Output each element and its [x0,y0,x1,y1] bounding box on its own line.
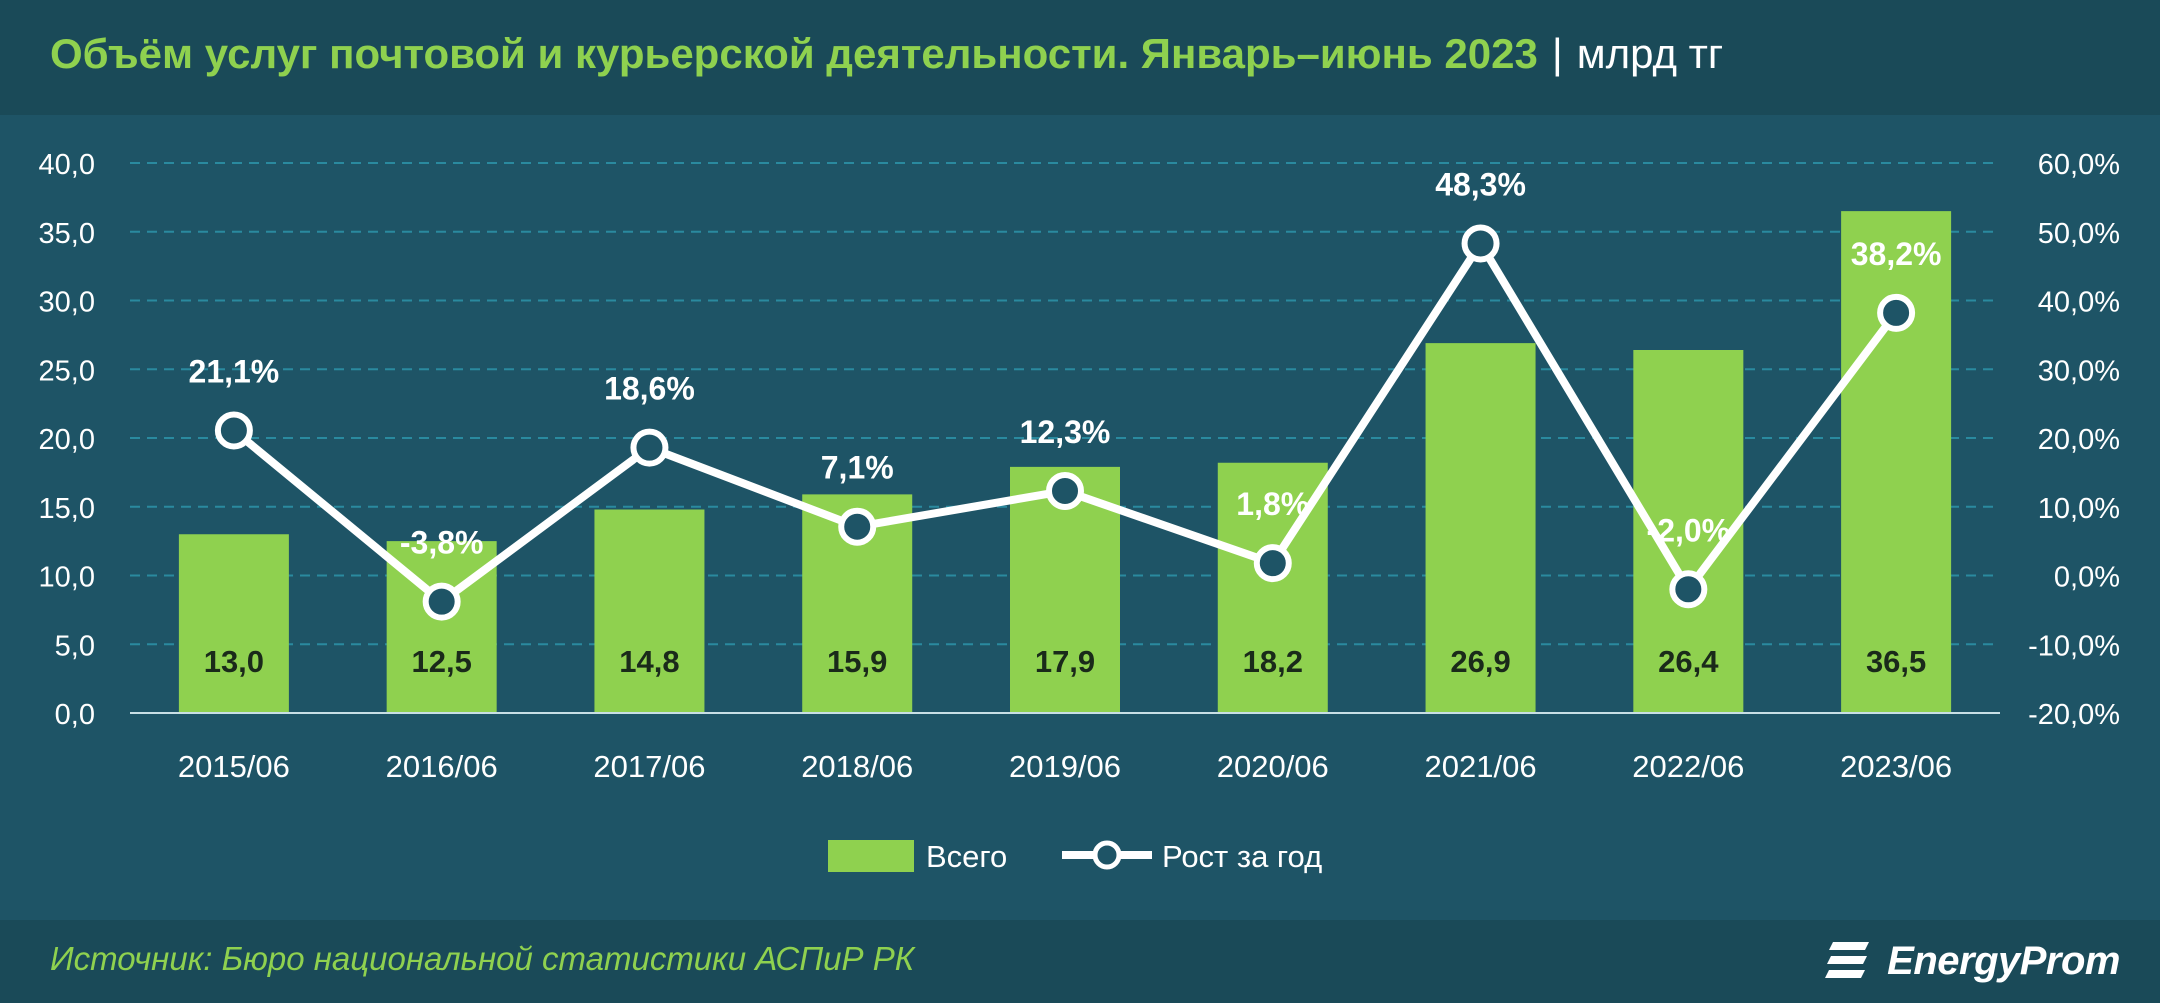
y-left-tick-label: 40,0 [39,149,95,181]
footer: Источник: Бюро национальной статистики А… [0,920,2160,1003]
x-tick-label: 2023/06 [1840,749,1952,784]
growth-value-label: 38,2% [1851,236,1942,272]
growth-point [630,428,669,467]
y-left-tick-label: 25,0 [39,355,95,387]
x-tick-label: 2016/06 [386,749,498,784]
bar [1841,211,1952,713]
growth-value-label: 1,8% [1236,486,1309,522]
y-right-tick-label: -10,0% [2028,630,2120,662]
bar-value-label: 17,9 [1035,644,1095,679]
x-tick-label: 2017/06 [593,749,705,784]
y-right-tick-label: 40,0% [2038,287,2120,319]
logo-text: EnergyProm [1887,938,2120,983]
y-right-tick-label: 50,0% [2038,218,2120,250]
growth-value-label: -2,0% [1647,512,1731,548]
x-tick-label: 2015/06 [178,749,290,784]
y-left-tick-label: 5,0 [55,630,95,662]
source-note: Источник: Бюро национальной статистики А… [50,940,915,977]
x-tick-label: 2019/06 [1009,749,1121,784]
growth-point [838,507,877,546]
x-tick-label: 2022/06 [1632,749,1744,784]
y-left-tick-label: 0,0 [55,699,95,731]
title-separator: | [1551,30,1563,77]
growth-point [214,411,253,450]
y-right-tick-label: 30,0% [2038,355,2120,387]
bar-value-label: 15,9 [827,644,887,679]
legend-label-line: Рост за год [1162,839,1322,874]
bar-value-label: 26,9 [1450,644,1510,679]
y-right-tick-label: 20,0% [2038,424,2120,456]
bar-value-label: 13,0 [204,644,264,679]
bar [1425,343,1536,713]
y-right-tick-label: -20,0% [2028,699,2120,731]
bar-value-label: 18,2 [1243,644,1303,679]
x-tick-label: 2020/06 [1217,749,1329,784]
legend-label-bar: Всего [926,839,1007,874]
x-tick-label: 2021/06 [1425,749,1537,784]
y-left-tick-label: 20,0 [39,424,95,456]
y-left-tick-label: 35,0 [39,218,95,250]
header: Объём услуг почтовой и курьерской деятел… [0,0,2160,115]
y-right-tick-label: 10,0% [2038,493,2120,525]
chart-unit: млрд тг [1576,30,1724,77]
growth-point [1877,293,1916,332]
bar-value-label: 26,4 [1658,644,1719,679]
y-left-tick-label: 30,0 [39,287,95,319]
growth-value-label: -3,8% [400,525,484,561]
chart-svg: 0,0 5,0 10,0 15,0 20,0 25,0 30,0 35,0 40,0 -20,0%… [39,149,2120,874]
y-right-tick-label: 60,0% [2038,149,2120,181]
bar-value-label: 36,5 [1866,644,1926,679]
chart-title: Объём услуг почтовой и курьерской деятел… [50,30,1723,78]
bar-value-label: 14,8 [619,644,679,679]
growth-point [1253,544,1292,583]
growth-value-label: 21,1% [189,353,280,389]
growth-point [1461,224,1500,263]
bar-value-label: 12,5 [411,644,471,679]
chart-title-text: Объём услуг почтовой и курьерской деятел… [50,30,1538,77]
growth-value-label: 48,3% [1435,166,1526,202]
y-left-tick-label: 10,0 [39,562,95,594]
growth-value-label: 7,1% [821,450,894,486]
logo: EnergyProm [1825,932,2120,990]
y-left-tick-label: 15,0 [39,493,95,525]
bar [594,509,705,713]
growth-value-label: 12,3% [1020,414,1111,450]
legend-swatch-marker [1092,840,1122,870]
energyprom-logo-icon [1825,942,1870,978]
growth-point [1046,471,1084,510]
growth-point [1669,570,1708,609]
growth-point [422,582,461,621]
y-right-tick-label: 0,0% [2054,562,2120,594]
growth-value-label: 18,6% [604,371,695,407]
x-tick-label: 2018/06 [801,749,913,784]
chart-area: 0,0 5,0 10,0 15,0 20,0 25,0 30,0 35,0 40,0 -20,0%… [0,115,2160,920]
legend-swatch-bar [828,840,914,872]
bar [178,534,289,713]
